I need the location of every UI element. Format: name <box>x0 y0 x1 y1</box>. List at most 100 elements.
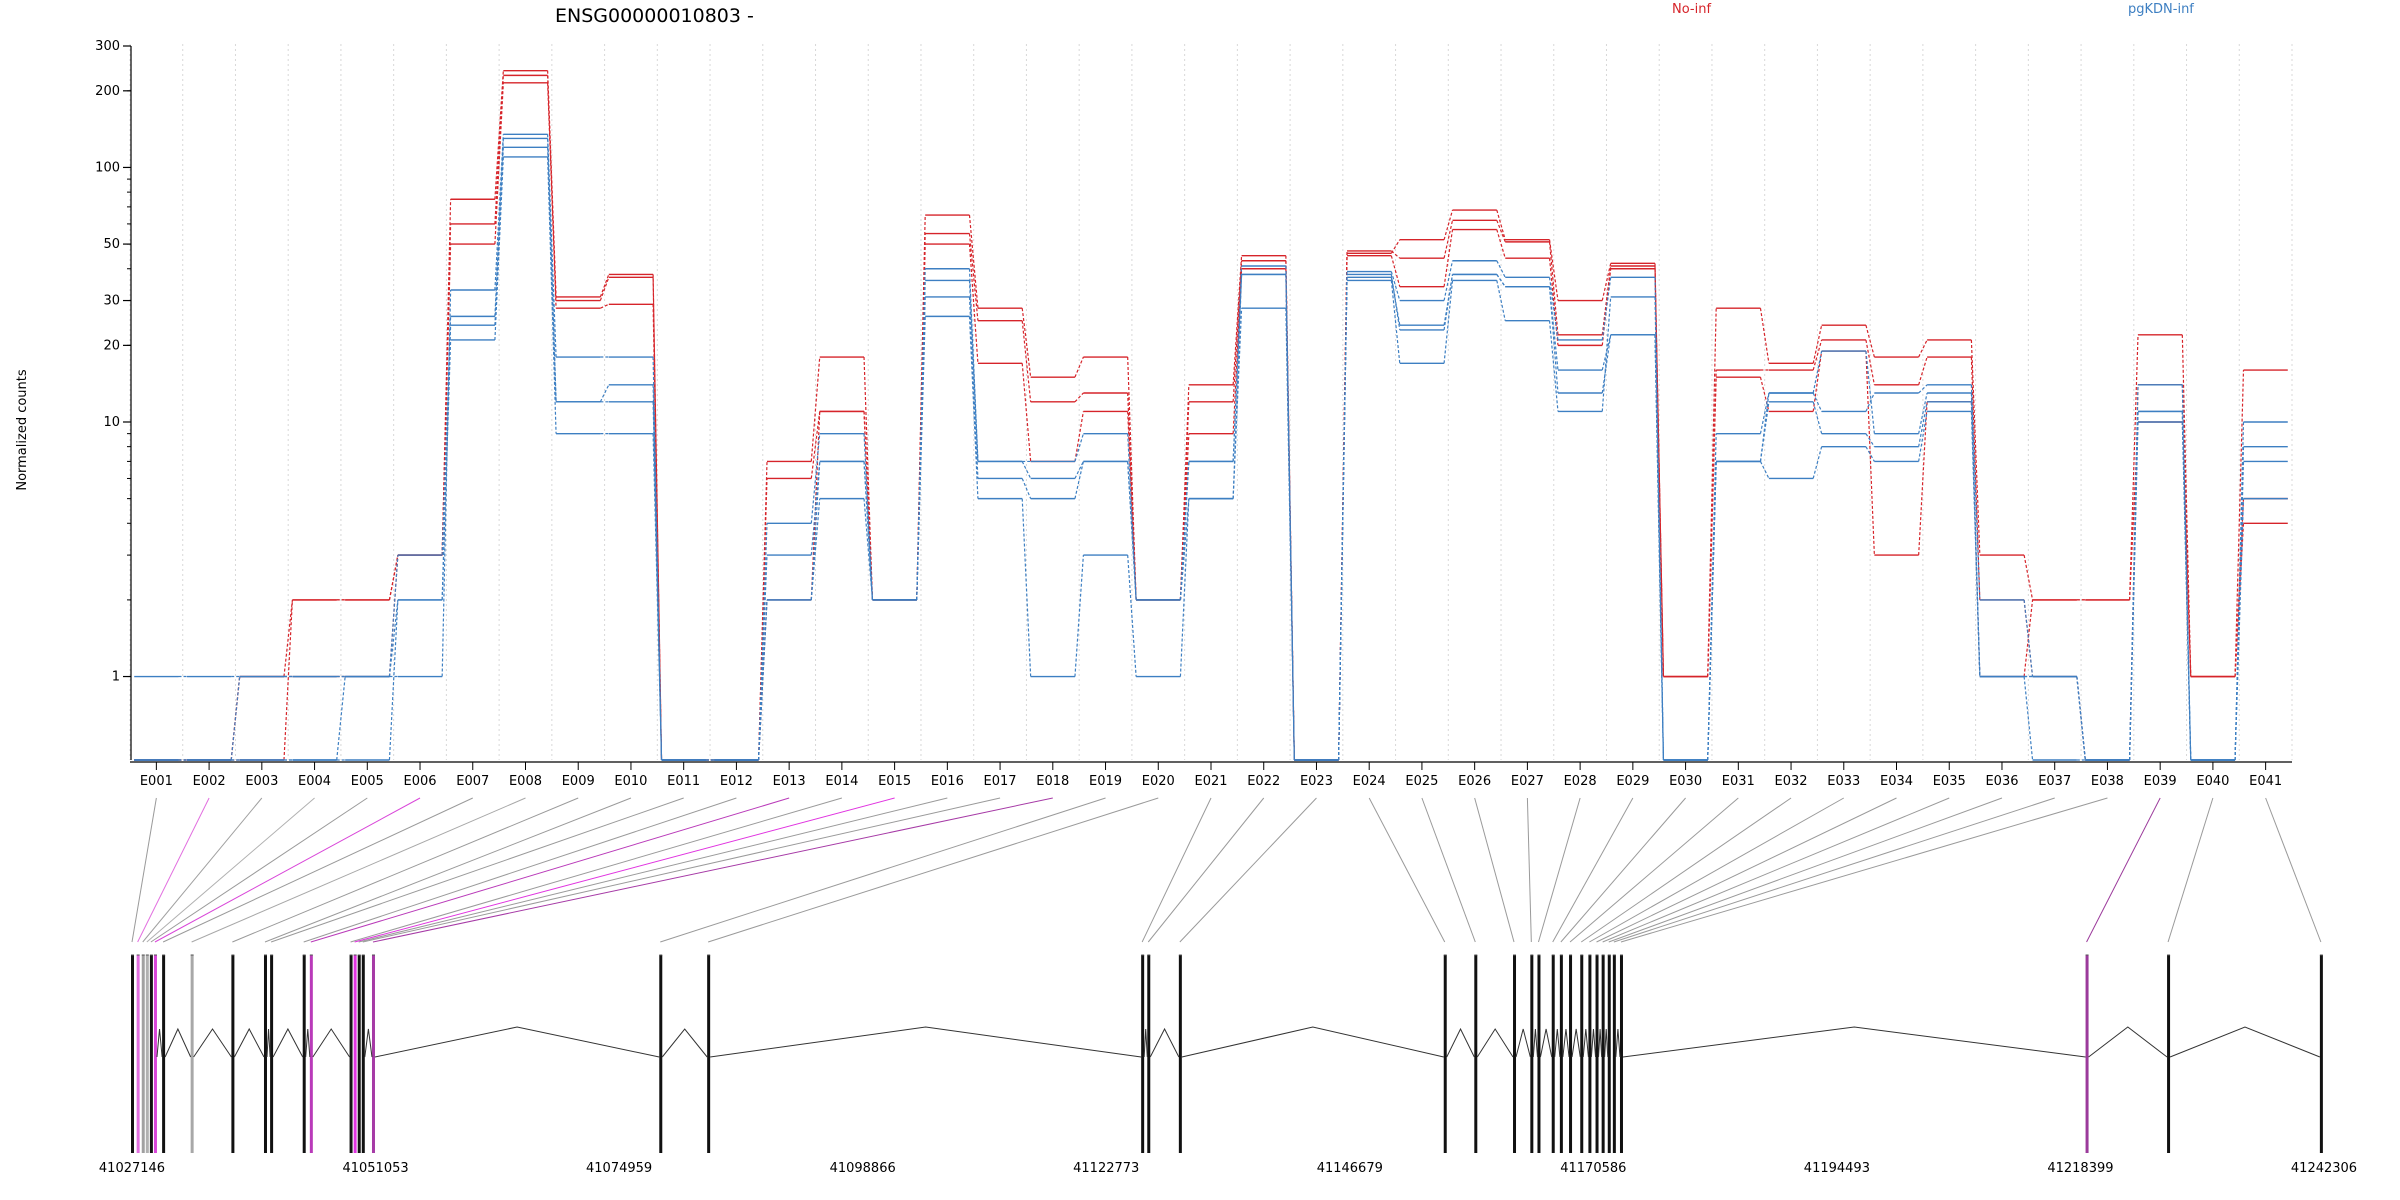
series-connector <box>863 433 874 600</box>
legend-pgkdn-inf: pgKDN-inf <box>2128 2 2194 17</box>
x-tick-label-e019: E019 <box>1089 774 1122 789</box>
x-tick-label-e034: E034 <box>1880 774 1913 789</box>
series-connector <box>1443 209 1454 240</box>
series-connector <box>1179 461 1190 600</box>
exon-mapping-line <box>2167 797 2214 943</box>
series-connector <box>2181 384 2192 677</box>
series-connector <box>1179 498 1190 600</box>
series-connector <box>1021 320 1032 402</box>
series-connector <box>2234 498 2245 761</box>
exon-mapping-line <box>1596 797 1897 943</box>
intron-line <box>312 1028 350 1058</box>
x-tick-label-e031: E031 <box>1722 774 1755 789</box>
x-tick-label-e032: E032 <box>1775 774 1808 789</box>
intron-line <box>272 1027 304 1058</box>
series-connector <box>1548 277 1559 341</box>
grid-layer <box>129 44 2293 760</box>
series-connector <box>599 274 610 298</box>
series-connector <box>283 599 294 761</box>
exon-mapping-line <box>1141 797 1212 943</box>
exon-bar <box>2085 955 2089 1153</box>
series-connector <box>494 134 504 291</box>
exon-bar <box>1595 955 1599 1153</box>
series-connector <box>757 523 768 761</box>
series-connector <box>1127 461 1137 600</box>
series-connector <box>1074 356 1084 378</box>
series-connector <box>2023 599 2034 677</box>
series-connector <box>2076 676 2086 761</box>
series-connector <box>1548 320 1559 412</box>
y-tick-label: 20 <box>103 338 120 353</box>
series-connector <box>1548 239 1559 301</box>
series-connector <box>547 82 557 309</box>
x-tick-label-e038: E038 <box>2091 774 2124 789</box>
series-connector <box>1021 363 1032 462</box>
series-no-inf-2 <box>134 82 2288 761</box>
intron-line <box>1598 1028 1603 1058</box>
series-connector <box>2181 334 2192 677</box>
exon-bar <box>1551 955 1555 1153</box>
exon-mapping-line <box>270 797 684 943</box>
exon-bar <box>1559 955 1563 1153</box>
intron-line <box>164 1027 192 1058</box>
series-connector <box>1918 401 1928 447</box>
exon-bar <box>302 955 306 1153</box>
series-connector <box>757 599 768 761</box>
series-connector <box>968 233 979 321</box>
exon-bar <box>131 955 134 1153</box>
x-tick-label-e026: E026 <box>1458 774 1491 789</box>
series-connector <box>1496 260 1506 278</box>
intron-line <box>1562 1028 1570 1058</box>
x-tick-label-e009: E009 <box>562 774 595 789</box>
exon-mapping-line <box>362 797 1001 943</box>
x-tick-label-e006: E006 <box>404 774 437 789</box>
genomic-position-label: 41242306 <box>2291 1161 2357 1176</box>
intron-line <box>2169 1026 2321 1058</box>
y-axis-label: Normalized counts <box>15 369 30 491</box>
exon-mapping-line <box>162 797 473 943</box>
intron-line <box>2088 1026 2168 1058</box>
series-connector <box>494 82 504 245</box>
exon-bar <box>2167 955 2171 1153</box>
intron-line <box>266 1028 271 1058</box>
exon-mapping-line <box>1552 797 1634 943</box>
series-connector <box>863 498 874 600</box>
exon-mapping-line <box>1613 797 2055 943</box>
exon-mapping-line <box>137 797 210 943</box>
series-connector <box>810 498 821 600</box>
intron-line <box>364 1028 373 1058</box>
series-connector <box>968 296 979 479</box>
exon-bar <box>141 955 145 1153</box>
series-connector <box>810 356 821 462</box>
series-connector <box>1812 339 1823 371</box>
series-connector <box>1865 433 1875 447</box>
series-connector <box>1074 555 1084 677</box>
series-connector <box>1496 229 1506 259</box>
exon-bar <box>1147 955 1151 1153</box>
series-connector <box>1443 280 1454 364</box>
series-connector <box>1812 392 1823 412</box>
series-connector <box>916 316 926 600</box>
series-connector <box>1918 339 1928 358</box>
series-connector <box>2023 554 2034 601</box>
chart-title: ENSG00000010803 - <box>555 5 754 27</box>
x-tick-label-e029: E029 <box>1616 774 1649 789</box>
exon-bar <box>270 955 274 1153</box>
intron-line <box>1571 1028 1581 1058</box>
x-tick-label-e015: E015 <box>878 774 911 789</box>
x-tick-label-e002: E002 <box>193 774 226 789</box>
series-connector <box>1918 411 1928 462</box>
exon-mapping-line <box>142 797 263 943</box>
series-connector <box>1232 255 1243 385</box>
exon-bar <box>231 955 235 1153</box>
series-connector <box>1970 411 1981 677</box>
exon-mapping-line <box>1179 797 1317 943</box>
series-connector <box>1654 268 1665 677</box>
series-connector <box>1496 274 1506 288</box>
genomic-position-label: 41194493 <box>1804 1161 1870 1176</box>
series-connector <box>1390 280 1401 364</box>
series-connector <box>283 599 294 677</box>
exon-bar <box>145 955 149 1153</box>
exon-bar <box>309 955 313 1153</box>
